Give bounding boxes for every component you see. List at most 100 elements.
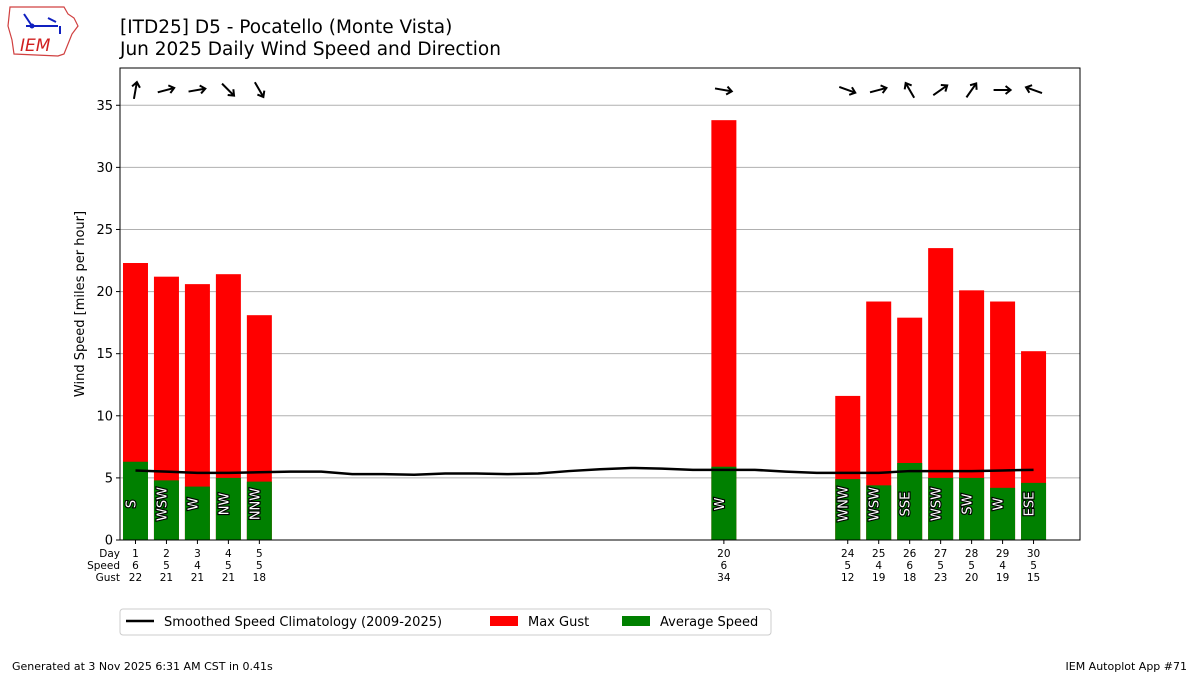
day-label: 29 [996,548,1009,560]
y-tick-label: 30 [96,161,113,176]
direction-label: SSE [899,492,914,517]
speed-label: 5 [968,560,975,572]
direction-label: WSW [868,487,883,521]
svg-text:IEM: IEM [20,36,51,56]
direction-label: WNW [837,486,852,522]
speed-label: 5 [844,560,851,572]
day-label: 5 [256,548,263,560]
speed-label: 4 [999,560,1006,572]
gust-label: 18 [253,572,266,584]
day-label: 20 [717,548,730,560]
wind-arrow-icon [1024,84,1043,95]
avg-speed-bar [184,486,210,540]
direction-label: SW [961,493,976,514]
y-tick-label: 15 [96,347,113,362]
wind-arrow-icon [903,81,916,99]
day-label: 1 [132,548,139,560]
row-label: Day [99,548,120,560]
avg-speed-bar [928,477,954,540]
day-label: 30 [1027,548,1040,560]
day-label: 27 [934,548,947,560]
wind-arrow-icon [932,84,949,96]
gust-label: 21 [222,572,235,584]
legend-gust-label: Max Gust [528,615,589,630]
y-tick-label: 35 [96,99,113,114]
speed-label: 5 [163,560,170,572]
speed-label: 5 [256,560,263,572]
y-tick-label: 25 [96,223,113,238]
y-tick-label: 20 [96,285,113,300]
avg-speed-bar [153,480,179,540]
plot-frame [119,67,1081,541]
row-label: Speed [87,560,120,572]
avg-speed-bar [246,481,272,540]
row-label: Gust [96,572,120,584]
avg-speed-bar [215,477,241,540]
speed-label: 6 [906,560,913,572]
footer-generated: Generated at 3 Nov 2025 6:31 AM CST in 0… [12,660,273,673]
y-axis-label: Wind Speed [miles per hour] [73,211,88,397]
speed-label: 6 [721,560,728,572]
avg-speed-bar [1021,482,1047,540]
gust-label: 21 [160,572,173,584]
avg-speed-bar [835,479,861,540]
gust-label: 15 [1027,572,1040,584]
legend-gust-swatch [490,616,518,626]
day-label: 3 [194,548,201,560]
avg-speed-bar [990,487,1016,540]
day-label: 4 [225,548,232,560]
y-tick-label: 10 [96,409,113,424]
climatology-line [135,466,1034,477]
direction-label: NW [217,493,232,516]
legend-box [119,608,772,636]
wind-arrow-icon [838,85,857,96]
gust-label: 19 [872,572,885,584]
direction-label: W [713,497,728,510]
wind-arrow-icon [157,84,176,94]
gust-label: 34 [717,572,731,584]
avg-speed-bar [711,466,737,540]
wind-arrow-icon [131,80,141,100]
gust-label: 20 [965,572,978,584]
day-label: 26 [903,548,917,560]
legend-avg-label: Average Speed [660,615,758,630]
direction-label: W [992,497,1007,510]
iem-logo: IEM [6,4,82,62]
speed-label: 5 [1030,560,1037,572]
day-label: 2 [163,548,170,560]
direction-label: W [186,497,201,510]
day-label: 25 [872,548,885,560]
gust-label: 23 [934,572,947,584]
wind-arrow-icon [714,85,734,96]
avg-speed-bar [866,485,892,540]
direction-label: S [124,500,139,508]
speed-label: 6 [132,560,139,572]
chart-subtitle: Jun 2025 Daily Wind Speed and Direction [120,39,501,60]
gust-label: 12 [841,572,854,584]
speed-label: 5 [225,560,232,572]
wind-arrow-icon [993,85,1013,95]
y-tick-label: 5 [105,471,113,486]
legend-avg-swatch [622,616,650,626]
avg-speed-bar [122,461,148,540]
footer-app: IEM Autoplot App #71 [1065,660,1188,673]
y-tick-label: 0 [105,534,113,549]
wind-arrow-icon [965,82,978,98]
gust-label: 21 [191,572,204,584]
gust-label: 22 [129,572,142,584]
direction-label: ESE [1023,492,1038,517]
speed-label: 5 [937,560,944,572]
direction-label: WSW [155,487,170,521]
gust-label: 18 [903,572,916,584]
wind-arrow-icon [221,82,236,97]
legend-climatology-label: Smoothed Speed Climatology (2009-2025) [164,615,442,630]
chart-title: [ITD25] D5 - Pocatello (Monte Vista) [120,17,453,38]
wind-arrow-icon [253,81,266,99]
speed-label: 4 [875,560,882,572]
avg-speed-bar [897,462,923,540]
wind-arrow-icon [188,84,207,95]
gust-label: 19 [996,572,1009,584]
day-label: 24 [841,548,855,560]
day-label: 28 [965,548,978,560]
